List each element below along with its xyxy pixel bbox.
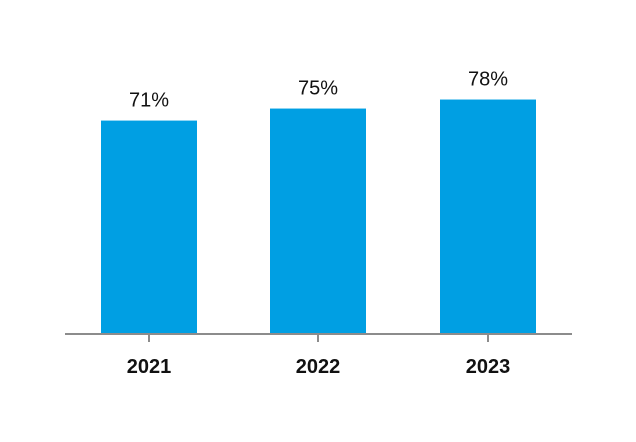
x-tick-label-2022: 2022 — [296, 356, 341, 378]
data-labels-layer: 71% 75% 78% — [129, 69, 508, 112]
data-label-2023: 78% — [468, 69, 508, 91]
data-label-2021: 71% — [129, 90, 169, 112]
x-tick-label-2021: 2021 — [127, 356, 172, 378]
data-label-2022: 75% — [298, 78, 338, 100]
x-axis-ticks-layer: 2021 2022 2023 — [127, 334, 511, 378]
bars-layer — [101, 99, 536, 334]
bar-2021 — [101, 120, 197, 334]
bar-2022 — [270, 108, 366, 334]
x-tick-label-2023: 2023 — [466, 356, 511, 378]
bar-2023 — [440, 99, 536, 334]
